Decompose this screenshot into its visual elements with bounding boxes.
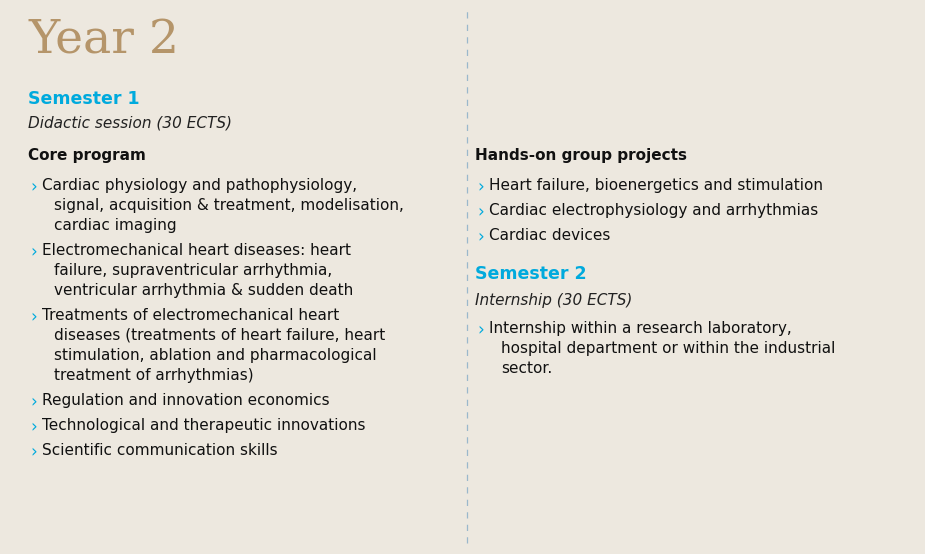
Text: Semester 2: Semester 2 <box>475 265 586 283</box>
Text: Core program: Core program <box>28 148 146 163</box>
Text: ›: › <box>477 203 484 221</box>
Text: Treatments of electromechanical heart: Treatments of electromechanical heart <box>42 308 339 323</box>
Text: stimulation, ablation and pharmacological: stimulation, ablation and pharmacologica… <box>54 348 376 363</box>
Text: Heart failure, bioenergetics and stimulation: Heart failure, bioenergetics and stimula… <box>489 178 823 193</box>
Text: Cardiac physiology and pathophysiology,: Cardiac physiology and pathophysiology, <box>42 178 357 193</box>
Text: ›: › <box>30 443 37 461</box>
Text: signal, acquisition & treatment, modelisation,: signal, acquisition & treatment, modelis… <box>54 198 404 213</box>
Text: failure, supraventricular arrhythmia,: failure, supraventricular arrhythmia, <box>54 263 332 278</box>
Text: ›: › <box>477 178 484 196</box>
Text: ›: › <box>30 393 37 411</box>
Text: Year 2: Year 2 <box>28 18 179 63</box>
Text: sector.: sector. <box>501 361 552 376</box>
Text: ›: › <box>477 321 484 339</box>
Text: Internship within a research laboratory,: Internship within a research laboratory, <box>489 321 792 336</box>
Text: cardiac imaging: cardiac imaging <box>54 218 177 233</box>
Text: treatment of arrhythmias): treatment of arrhythmias) <box>54 368 253 383</box>
Text: ›: › <box>30 418 37 436</box>
Text: ›: › <box>30 308 37 326</box>
Text: Scientific communication skills: Scientific communication skills <box>42 443 278 458</box>
Text: hospital department or within the industrial: hospital department or within the indust… <box>501 341 835 356</box>
Text: Semester 1: Semester 1 <box>28 90 140 108</box>
Text: Technological and therapeutic innovations: Technological and therapeutic innovation… <box>42 418 365 433</box>
Text: ›: › <box>30 178 37 196</box>
Text: ›: › <box>477 228 484 246</box>
Text: diseases (treatments of heart failure, heart: diseases (treatments of heart failure, h… <box>54 328 385 343</box>
Text: Didactic session (30 ECTS): Didactic session (30 ECTS) <box>28 115 232 130</box>
Text: Cardiac devices: Cardiac devices <box>489 228 610 243</box>
Text: ›: › <box>30 243 37 261</box>
Text: Internship (30 ECTS): Internship (30 ECTS) <box>475 293 633 308</box>
Text: ventricular arrhythmia & sudden death: ventricular arrhythmia & sudden death <box>54 283 353 298</box>
Text: Cardiac electrophysiology and arrhythmias: Cardiac electrophysiology and arrhythmia… <box>489 203 819 218</box>
Text: Hands-on group projects: Hands-on group projects <box>475 148 687 163</box>
Text: Regulation and innovation economics: Regulation and innovation economics <box>42 393 329 408</box>
Text: Electromechanical heart diseases: heart: Electromechanical heart diseases: heart <box>42 243 351 258</box>
